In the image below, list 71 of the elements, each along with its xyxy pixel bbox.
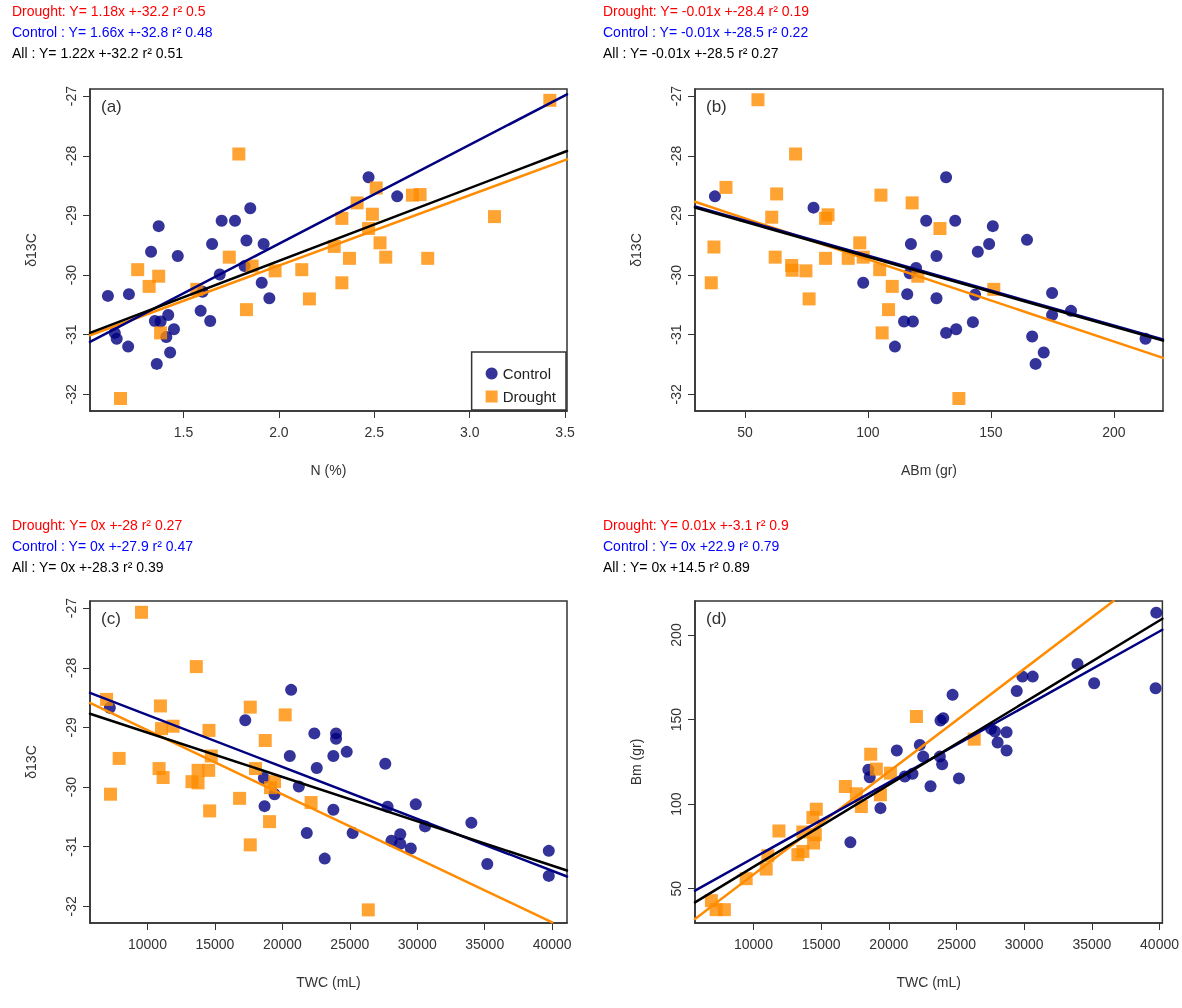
y-tick-label: -31 [668,324,684,345]
y-tick-label: -28 [668,145,684,166]
y-tick-label: 150 [668,707,684,732]
x-tick-label: 20000 [869,936,909,952]
text: Drought: Y= -0.01x +-28.4 r² 0.19 [603,3,810,19]
x-tick-label: 3.5 [555,424,576,440]
y-tick-label: -32 [668,383,684,405]
x-tick-label: 150 [979,424,1003,440]
y-tick-label: 100 [668,792,684,816]
text: Drought: Y= 0x +-28 r² 0.27 [12,517,183,533]
x-tick-label: 35000 [1072,936,1112,952]
text: Control : Y= 0x +22.9 r² 0.79 [603,538,780,554]
text: Control : Y= 1.66x +-32.8 r² 0.48 [12,24,213,40]
y-tick-label: 200 [668,623,684,647]
y-tick-label: -28 [63,145,79,166]
y-tick-label: -29 [668,205,684,226]
text: All : Y= 0x +14.5 r² 0.89 [603,559,751,575]
text: (b) [706,97,727,116]
x-tick-label: 10000 [734,936,774,952]
y-tick-label: -29 [63,717,79,738]
x-tick-label: 40000 [532,936,572,952]
text: Drought: Y= 0.01x +-3.1 r² 0.9 [603,517,789,533]
y-tick-label: -32 [63,895,79,917]
x-tick-label: 2.5 [364,424,385,440]
text: All : Y= -0.01x +-28.5 r² 0.27 [603,45,779,61]
x-tick-label: 25000 [330,936,370,952]
y-axis-title: δ13C [23,233,39,267]
y-tick-label: -30 [63,776,79,798]
y-tick-label: -32 [63,383,79,405]
x-tick-label: 3.0 [459,424,480,440]
y-tick-label: -29 [63,205,79,226]
x-tick-label: 30000 [397,936,437,952]
x-tick-label: 15000 [195,936,235,952]
x-tick-label: 15000 [801,936,841,952]
x-tick-label: 50 [737,424,753,440]
y-tick-label: -27 [63,597,79,619]
text: Drought: Y= 1.18x +-32.2 r² 0.5 [12,3,206,19]
x-tick-label: 200 [1102,424,1126,440]
y-tick-label: -28 [63,657,79,678]
x-axis-title: TWC (mL) [896,974,961,990]
text: All : Y= 1.22x +-32.2 r² 0.51 [12,45,184,61]
x-tick-label: 35000 [465,936,505,952]
x-axis-title: ABm (gr) [901,462,957,478]
text: (a) [101,97,122,116]
x-axis-title: TWC (mL) [296,974,361,990]
y-axis-title: δ13C [23,745,39,779]
y-tick-label: -27 [668,85,684,107]
text: (d) [706,609,727,628]
x-tick-label: 10000 [128,936,168,952]
text: All : Y= 0x +-28.3 r² 0.39 [12,559,164,575]
text: Control : Y= -0.01x +-28.5 r² 0.22 [603,24,809,40]
y-tick-label: 50 [668,880,684,897]
y-axis-title: Bm (gr) [628,738,644,786]
y-tick-label: -27 [63,85,79,107]
legend-label: Drought [502,388,557,405]
x-tick-label: 2.0 [269,424,289,440]
y-tick-label: -31 [63,324,79,345]
y-tick-label: -30 [63,264,79,286]
x-axis-title: N (%) [310,462,347,478]
text: Control : Y= 0x +-27.9 r² 0.47 [12,538,194,554]
x-tick-label: 20000 [262,936,303,952]
x-tick-label: 1.5 [173,424,194,440]
y-tick-label: -31 [63,836,79,857]
y-axis-title: δ13C [628,233,644,267]
y-tick-label: -30 [668,264,684,286]
x-tick-label: 100 [856,424,880,440]
text: (c) [101,609,121,628]
x-tick-label: 40000 [1140,936,1180,952]
x-tick-label: 30000 [1004,936,1044,952]
x-tick-label: 25000 [937,936,977,952]
legend-label: Control [502,365,551,382]
